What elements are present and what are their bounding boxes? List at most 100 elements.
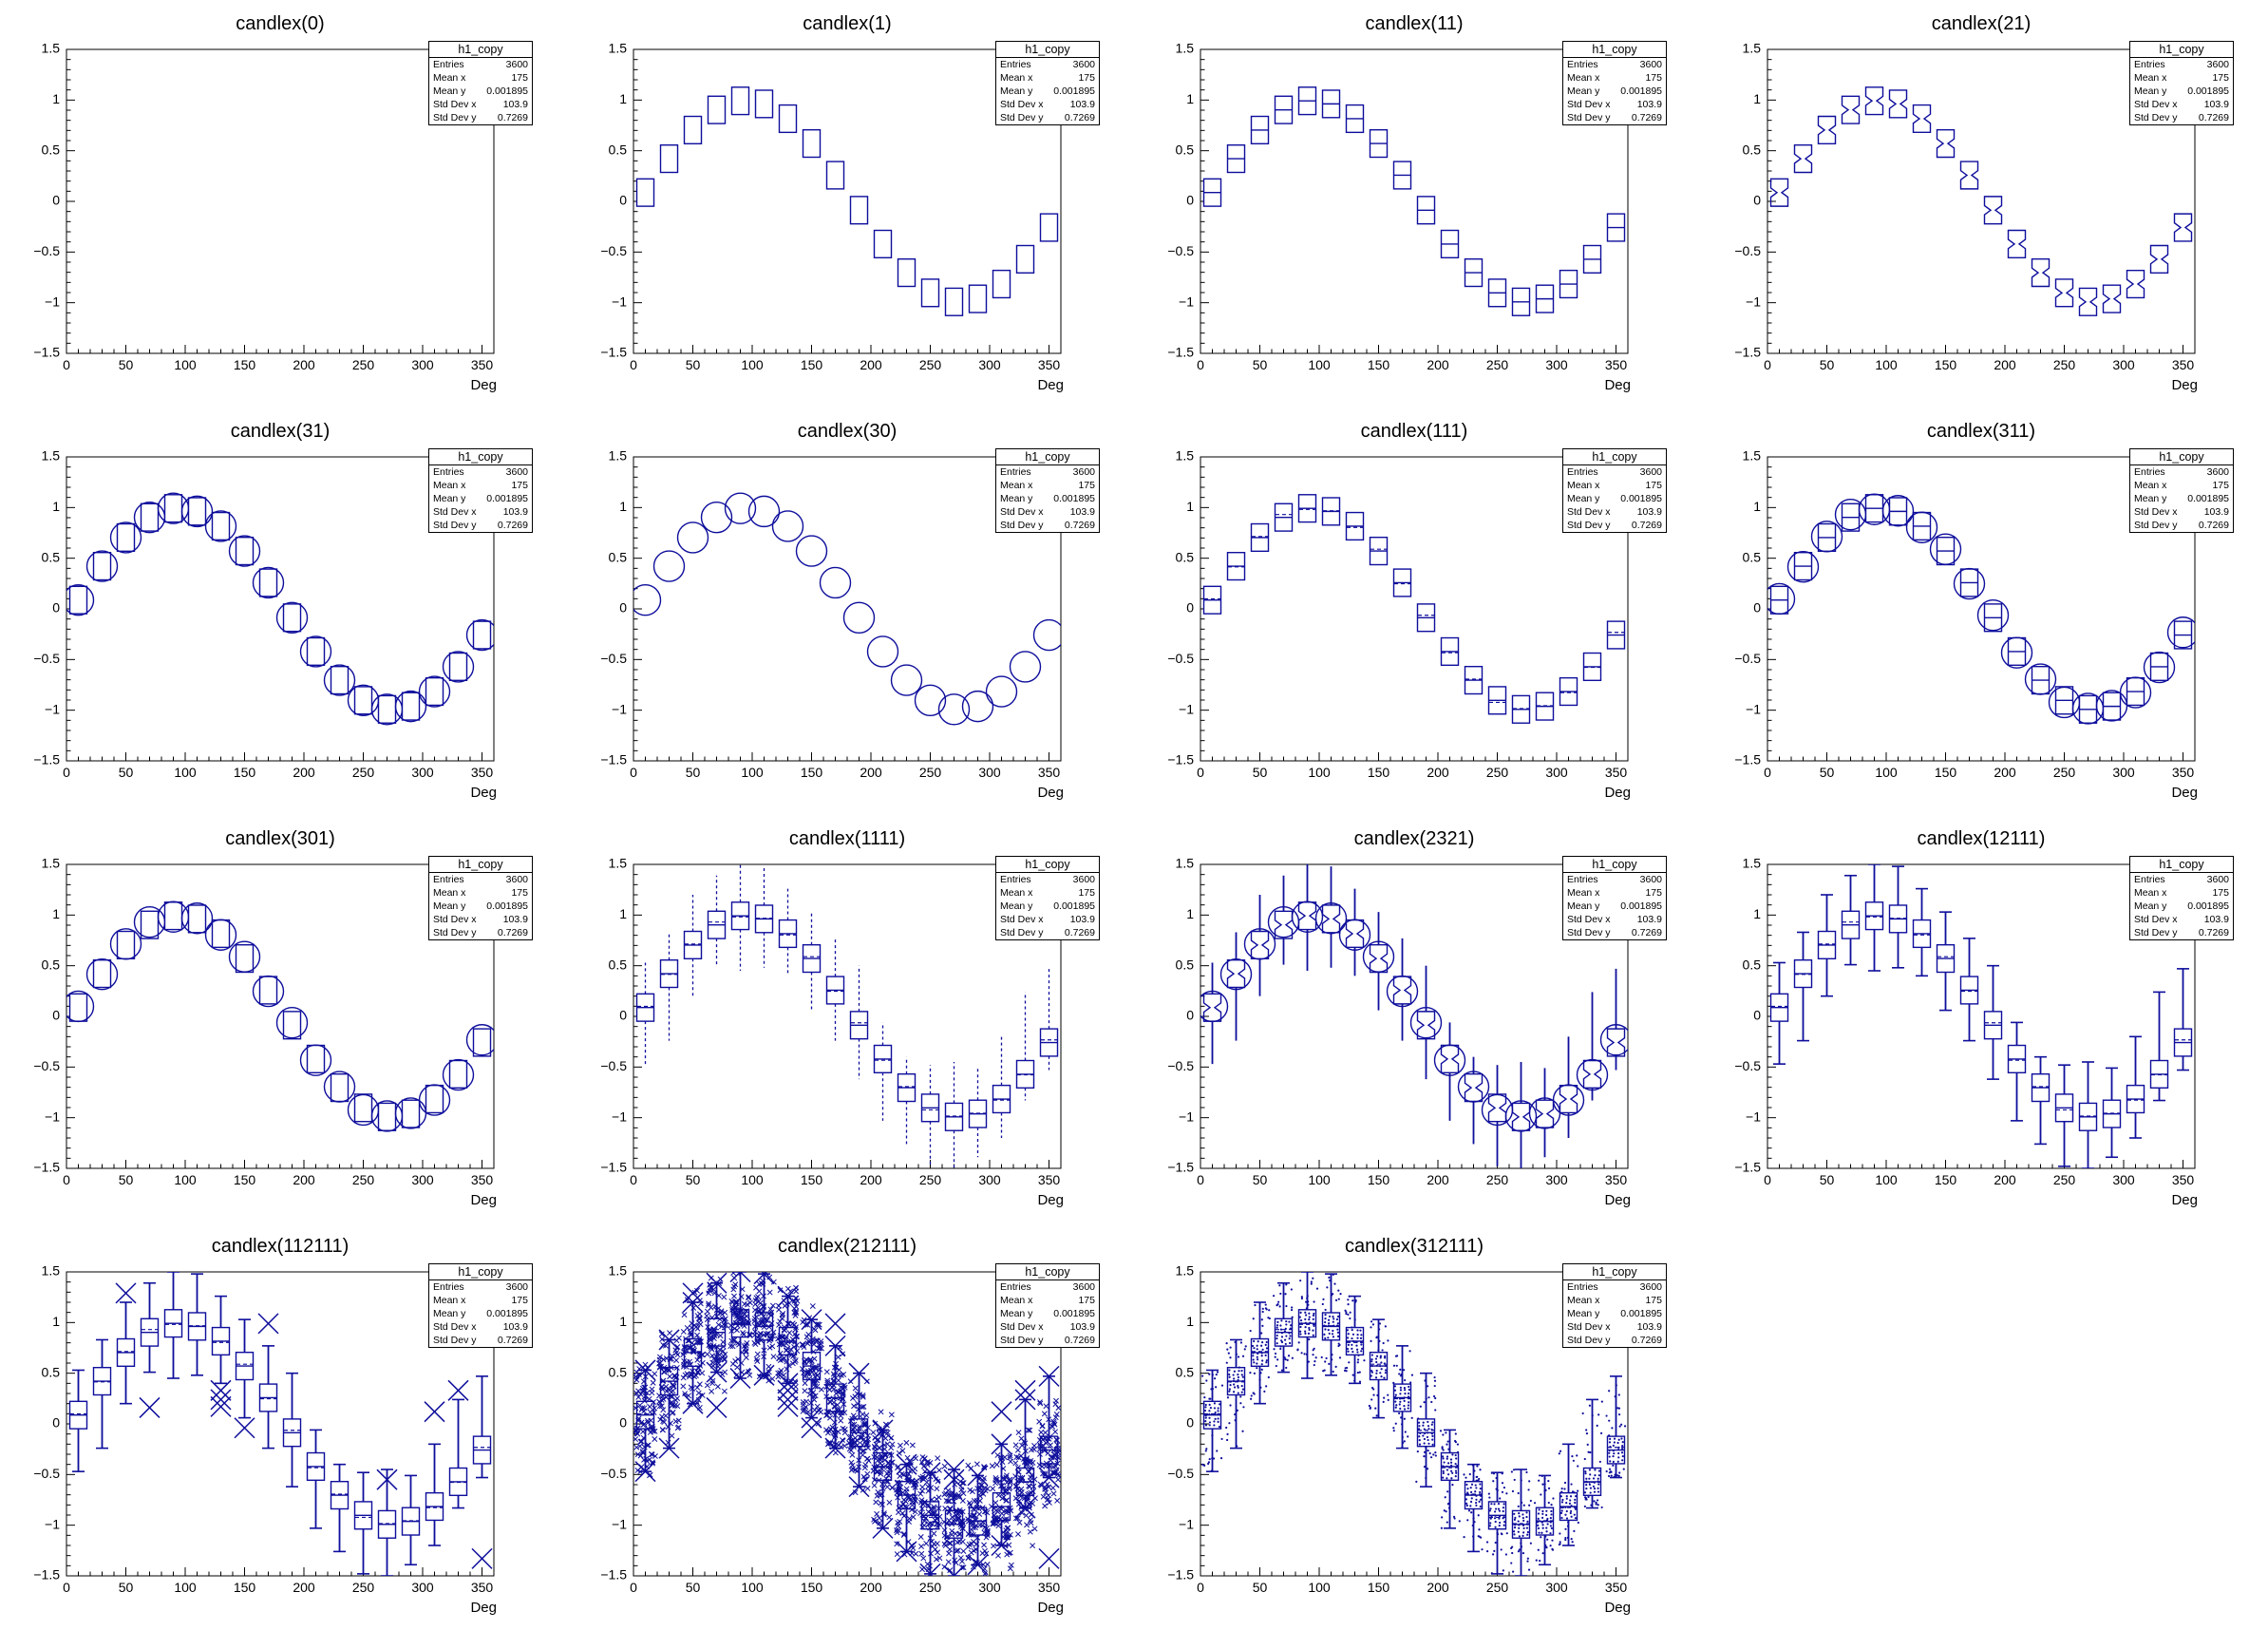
stats-value: 103.9 [1636, 1321, 1662, 1333]
candle [1012, 1389, 1038, 1549]
candle [1485, 1471, 1508, 1575]
y-tick-label: 0 [1186, 1415, 1194, 1431]
stats-label: Mean x [1000, 72, 1033, 84]
axes-layer: −1.5 −1 −0.5 0 0.5 1 1.5 0 50 100 150 200 250 300 350 D… [33, 856, 497, 1208]
pad-title: candlex(311) [1926, 421, 2036, 442]
candle [1464, 257, 1484, 288]
pad-empty [1701, 1222, 2268, 1630]
candle [846, 1362, 872, 1498]
x-tick-label: 50 [119, 1580, 134, 1595]
pad-title: candlex(312111) [1344, 1236, 1484, 1257]
candle [1510, 1469, 1532, 1576]
y-tick-label: 1.5 [1176, 856, 1195, 871]
x-tick-label: 300 [1545, 1172, 1568, 1187]
x-tick-label: 300 [411, 765, 434, 780]
stats-box: h1_copy Entries 3600 Mean x 175 Mean y 0.0018… [428, 41, 533, 125]
axes-layer: −1.5 −1 −0.5 0 0.5 1 1.5 0 50 100 150 200 250 300 350 D… [33, 1263, 497, 1616]
stats-value: 3600 [2206, 874, 2229, 885]
candles-layer [68, 1272, 493, 1576]
candle [394, 690, 427, 723]
candle [2149, 991, 2169, 1102]
x-tick-label: 100 [1875, 357, 1898, 372]
stats-box: h1_copy Entries 3600 Mean x 175 Mean y 0.0018… [428, 1263, 533, 1348]
y-tick-label: 0 [619, 193, 627, 208]
stats-row: Mean y 0.001895 [429, 1307, 532, 1320]
y-tick-label: 0 [619, 1415, 627, 1431]
y-tick-label: 0 [1186, 600, 1194, 616]
candle [252, 566, 285, 599]
stats-title: h1_copy [2130, 857, 2233, 873]
y-tick-label: 1.5 [609, 41, 628, 56]
candle [1457, 1056, 1490, 1145]
candle [778, 888, 798, 976]
y-tick-label: 1 [1186, 91, 1194, 106]
stats-row: Entries 3600 [1563, 58, 1666, 71]
stats-label: Std Dev x [1000, 914, 1044, 925]
stats-value: 0.7269 [497, 1335, 528, 1346]
candle [2102, 1067, 2122, 1159]
x-tick-label: 300 [2112, 357, 2135, 372]
x-tick-label: 0 [1197, 1580, 1204, 1595]
candle [2126, 1035, 2145, 1139]
stats-value: 0.001895 [486, 1308, 528, 1319]
stats-value: 175 [511, 1295, 528, 1306]
stats-row: Mean y 0.001895 [1563, 85, 1666, 98]
candle [2078, 287, 2098, 316]
candle [2048, 686, 2081, 719]
candle [1535, 692, 1555, 721]
stats-value: 0.7269 [1631, 927, 1662, 938]
candle [897, 257, 917, 288]
x-axis-title: Deg [470, 1600, 497, 1616]
candle [394, 1097, 427, 1129]
candle [1582, 244, 1602, 275]
candle [2007, 229, 2027, 259]
stats-row: Std Dev x 103.9 [996, 913, 1099, 926]
stats-value: 3600 [2206, 59, 2229, 70]
y-tick-label: 0 [1753, 193, 1761, 208]
candle [965, 1461, 991, 1576]
plot-area: −1.5 −1 −0.5 0 0.5 1 1.5 0 50 100 150 200 250 300 350 D… [1734, 448, 2198, 801]
stats-value: 103.9 [1069, 914, 1095, 925]
stats-row: Mean x 175 [2130, 886, 2233, 900]
x-tick-label: 100 [741, 357, 764, 372]
stats-label: Mean y [433, 900, 466, 912]
stats-row: Mean y 0.001895 [1563, 492, 1666, 505]
candle [1015, 992, 1035, 1101]
x-tick-label: 350 [2172, 357, 2195, 372]
y-tick-label: 1.5 [42, 41, 61, 56]
x-tick-label: 50 [1820, 1172, 1835, 1187]
x-tick-label: 350 [471, 1172, 494, 1187]
candle [465, 618, 494, 652]
candle [1368, 1318, 1389, 1419]
candles-layer [635, 86, 1059, 316]
candle [747, 495, 781, 528]
x-tick-label: 250 [1486, 1580, 1509, 1595]
candles-layer [1767, 493, 2195, 725]
candle [2024, 663, 2057, 695]
candle [347, 1093, 380, 1127]
pad-candlex-0: −1.5 −1 −0.5 0 0.5 1 1.5 0 50 100 150 200 250 300 350 D… [0, 0, 567, 408]
x-axis-title: Deg [1037, 785, 1064, 801]
stats-label: Entries [2134, 59, 2165, 70]
stats-row: Std Dev x 103.9 [996, 1320, 1099, 1334]
candle [1533, 1474, 1555, 1566]
stats-row: Entries 3600 [1563, 465, 1666, 479]
stats-row: Std Dev y 0.7269 [1563, 1334, 1666, 1347]
stats-row: Entries 3600 [996, 873, 1099, 886]
x-tick-label: 200 [1994, 765, 2016, 780]
candles-layer [66, 492, 494, 726]
x-tick-label: 150 [234, 765, 256, 780]
stats-label: Entries [1567, 59, 1598, 70]
candle [85, 958, 119, 991]
x-tick-label: 50 [686, 765, 701, 780]
stats-row: Entries 3600 [429, 465, 532, 479]
stats-label: Entries [1000, 466, 1031, 478]
stats-row: Entries 3600 [2130, 873, 2233, 886]
candle [1202, 585, 1222, 615]
y-tick-label: 0 [52, 1008, 60, 1023]
stats-row: Std Dev x 103.9 [996, 98, 1099, 111]
y-tick-label: −1.5 [33, 345, 60, 360]
y-tick-label: 1.5 [1743, 448, 1762, 464]
candle [1511, 287, 1531, 316]
x-tick-label: 100 [174, 357, 197, 372]
